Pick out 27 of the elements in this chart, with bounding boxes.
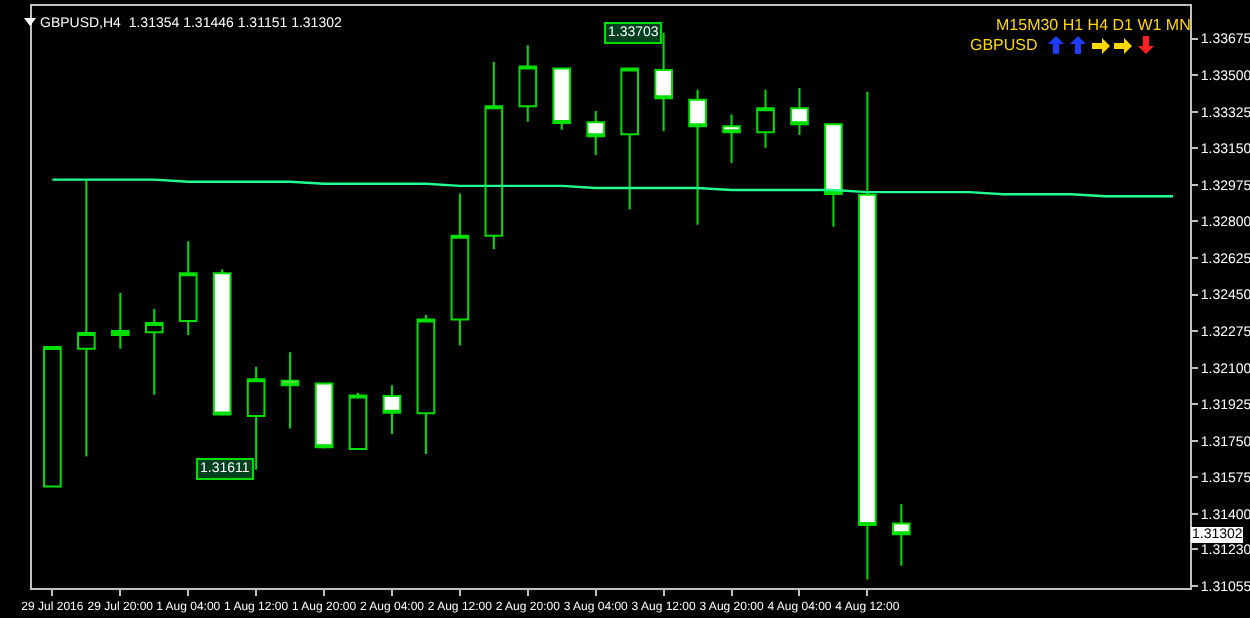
candlestick xyxy=(110,292,130,350)
candlestick xyxy=(144,308,164,396)
candlestick xyxy=(790,86,809,137)
candlestick xyxy=(518,44,538,123)
candlestick xyxy=(824,122,843,228)
candlestick xyxy=(484,60,504,251)
candlestick xyxy=(212,268,232,417)
candlestick xyxy=(756,88,775,149)
candlestick xyxy=(43,345,62,488)
candlestick xyxy=(280,351,300,430)
candlestick xyxy=(688,88,707,226)
candlestick xyxy=(416,313,436,455)
candlestick xyxy=(178,240,198,337)
candlestick xyxy=(348,391,368,451)
line-series xyxy=(51,178,1175,198)
candlestick xyxy=(722,113,741,164)
candlestick xyxy=(77,178,96,458)
candlestick xyxy=(586,110,606,156)
candlestick xyxy=(450,192,470,347)
candlestick xyxy=(314,381,334,450)
candlestick xyxy=(892,503,911,567)
annotation: M15M30 H1 H4 D1 W1 MN xyxy=(996,16,1192,34)
candlestick xyxy=(382,384,402,436)
candlestick xyxy=(552,66,572,131)
candlestick xyxy=(858,90,877,581)
candlestick xyxy=(620,66,639,211)
annotation: GBPUSD xyxy=(970,36,1039,54)
